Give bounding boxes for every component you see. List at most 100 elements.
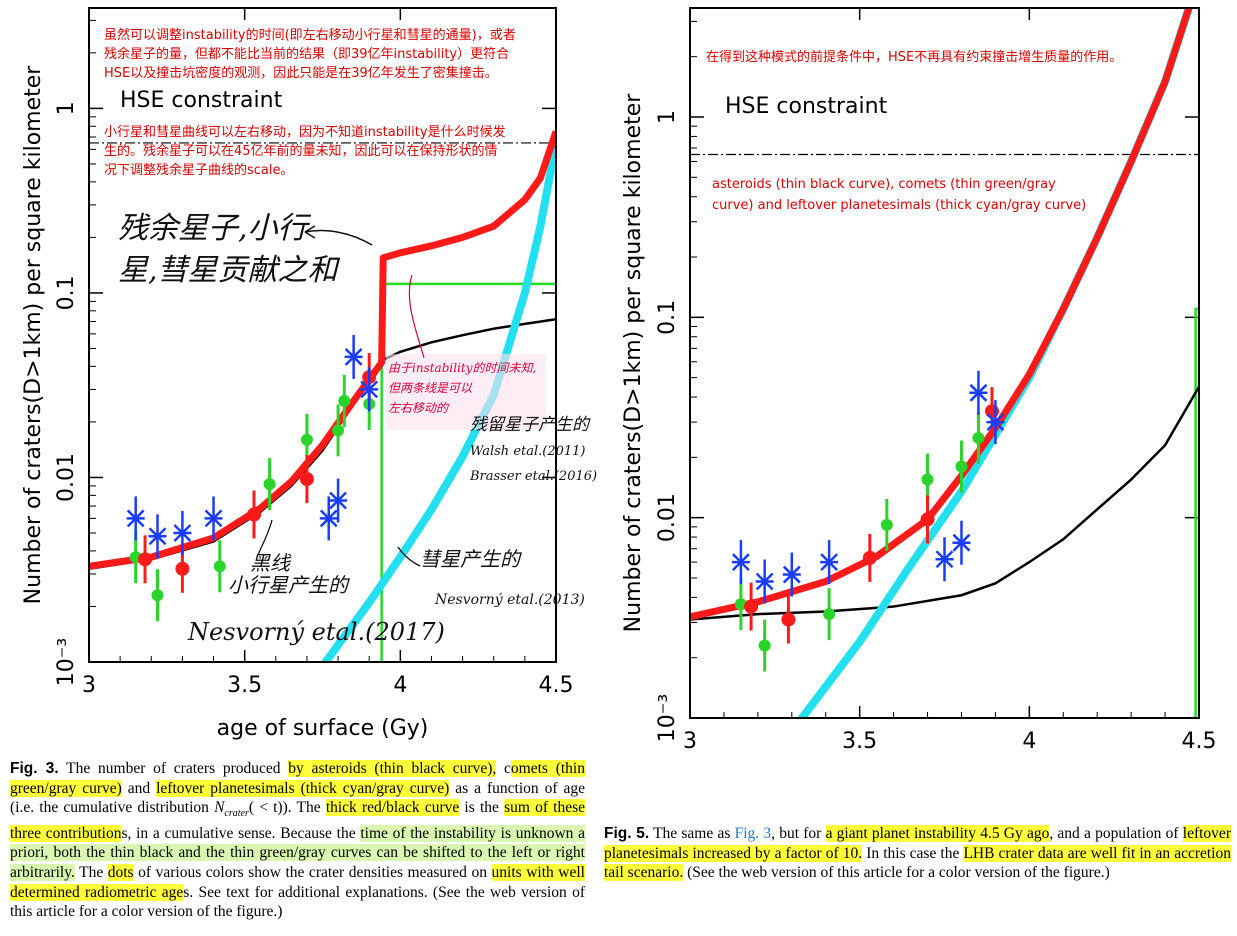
handwritten-asteroid-note: Nesvorný etal.(2017)	[187, 618, 445, 646]
red-dot	[299, 472, 314, 487]
caption-text: The number of craters produced	[58, 760, 289, 777]
fig3-caption-label: Fig. 3.	[10, 760, 59, 777]
annotation-top-line: HSE以及撞击坑密度的观测，因此只能是在39亿年发生了密集撞击。	[104, 65, 498, 81]
green-dot	[823, 608, 836, 621]
caption-highlight: a giant planet instability 4.5 Gy ago	[825, 825, 1050, 842]
asteroids-curve	[690, 386, 1199, 621]
caption-text: (See the web version of this article for…	[683, 864, 1110, 882]
handwritten-arrowhead	[304, 225, 316, 239]
red-dot	[920, 512, 935, 527]
caption-highlight: leftover planetesimals (thick cyan/gray …	[156, 779, 450, 797]
green-dot	[338, 394, 351, 407]
caption-text: , but for	[771, 825, 826, 842]
red-dot	[175, 561, 190, 576]
y-tick-label: 0.01	[54, 453, 79, 502]
comets-curve	[1194, 307, 1199, 718]
annotation-top-line: 残余星子的量，但都不能比当前的结果（即39亿年instability）更符合	[104, 46, 509, 62]
x-axis-title: age of surface (Gy)	[217, 716, 429, 741]
green-dot	[213, 560, 226, 573]
x-tick-label: 3	[683, 729, 697, 754]
caption-highlight: by asteroids (thin black curve),	[288, 760, 497, 777]
fig3-link[interactable]: Fig. 3	[734, 825, 772, 842]
handwritten-arrow	[397, 546, 421, 567]
handwritten-red-arrow	[408, 274, 425, 359]
x-tick-label: 3.5	[227, 673, 262, 698]
green-dot	[151, 589, 164, 602]
caption-text: ( < t)). The	[248, 799, 326, 817]
handwritten-arrow	[304, 229, 373, 246]
handwritten-asteroid-note: 小行星产生的	[228, 573, 350, 597]
plot-frame	[689, 7, 1200, 719]
caption-highlight: thick red/black curve	[325, 799, 460, 817]
y-tick-label: 10⁻³	[655, 694, 680, 742]
curves-group	[89, 130, 556, 662]
x-tick-label: 4	[393, 673, 407, 698]
green-dot	[332, 424, 345, 437]
handwritten-asteroid-note: 黑线	[250, 551, 292, 575]
green-dot	[734, 598, 747, 611]
fig3-caption: Fig. 3. The number of craters produced b…	[10, 759, 586, 922]
annotation-top-line: 在得到这种模式的前提条件中，HSE不再具有约束撞击增生质量的作用。	[706, 49, 1122, 65]
handwritten-leftover-note: Brasser etal.(2016)	[469, 469, 597, 484]
fig5-caption: Fig. 5. The same as Fig. 3, but for a gi…	[604, 824, 1231, 883]
green-dot	[300, 433, 313, 446]
caption-highlight: dots	[107, 864, 134, 882]
handwritten-arrow	[257, 519, 273, 556]
handwritten-shift-note: 左右移动的	[388, 401, 450, 415]
annotation-top-line: 虽然可以调整instability的时间(即左右移动小行星和彗星的通量)，或者	[104, 27, 516, 43]
caption-text: of various colors show the crater densit…	[133, 864, 492, 882]
caption-text: s. See text for additional explanations.…	[10, 883, 585, 921]
red-dot	[985, 404, 1000, 419]
y-tick-label: 10⁻³	[54, 638, 79, 686]
green-dot	[955, 460, 968, 473]
caption-text: The	[74, 864, 108, 882]
sum-curve	[89, 130, 556, 570]
hse-constraint-label: HSE constraint	[120, 88, 283, 113]
annotation-legend-line: asteroids (thin black curve), comets (th…	[712, 177, 1056, 192]
handwritten-sum-note: 星,彗星贡献之和	[118, 253, 341, 288]
y-tick-label: 0.1	[54, 275, 79, 310]
caption-text: c	[496, 760, 511, 777]
fig5-caption-label: Fig. 5.	[604, 825, 650, 842]
hse-constraint-label: HSE constraint	[725, 94, 888, 119]
red-dot	[781, 612, 796, 627]
caption-text: s, in a cumulative sense. Because the	[121, 824, 361, 842]
green-dot	[263, 478, 276, 491]
y-tick-label: 1	[54, 101, 79, 115]
caption-text: The same as	[649, 825, 735, 842]
caption-text: as a function of age (i.e. the cumulativ…	[10, 779, 585, 817]
caption-text: , and a population of	[1049, 825, 1183, 842]
caption-text: and	[121, 779, 157, 797]
x-tick-label: 4.5	[539, 673, 574, 698]
handwritten-comet-note: 彗星产生的	[420, 547, 522, 571]
ncrater-subscript: crater	[224, 808, 249, 820]
annotation-middle-line: 小行星和彗星曲线可以左右移动，因为不知道instability是什么时候发	[104, 124, 506, 140]
annotation-middle-line: 生的。残余星子可以在45亿年前的量未知，因此可以在保持形状的情	[104, 143, 498, 159]
y-axis-title: Number of craters(D>1km) per square kilo…	[621, 93, 646, 633]
handwritten-leftover-note: Walsh etal.(2011)	[470, 444, 586, 459]
red-dot	[247, 507, 262, 522]
handwritten-leftover-note: 残留星子产生的	[470, 415, 591, 435]
red-dot	[138, 552, 153, 567]
handwritten-shift-note: 但两条线是可以	[388, 381, 473, 395]
figure-canvas: 3 3.5 4 4.5 10⁻³ 0.01 0.1 1 age of surface (Gy) N…	[21, 7, 1217, 754]
caption-text: is the	[459, 799, 505, 817]
plot-frame	[88, 7, 557, 663]
ncrater-symbol: N	[214, 799, 225, 817]
handwritten-sum-note: 残余星子,小行	[118, 211, 312, 246]
x-tick-label: 3.5	[842, 729, 877, 754]
green-dot	[880, 518, 893, 531]
x-tick-label: 4.5	[1182, 729, 1217, 754]
annotation-legend-line: curve) and leftover planetesimals (thick…	[712, 198, 1086, 213]
y-tick-label: 0.1	[655, 300, 680, 335]
y-tick-label: 1	[655, 110, 680, 124]
red-dot	[862, 550, 877, 565]
y-axis-title: Number of craters(D>1km) per square kilo…	[21, 65, 46, 605]
green-dot	[972, 431, 985, 444]
x-tick-label: 4	[1022, 729, 1036, 754]
annotation-middle-line: 况下调整残余星子曲线的scale。	[104, 162, 294, 178]
handwritten-comet-note: Nesvorný etal.(2013)	[434, 591, 585, 608]
handwritten-highlight-box	[386, 354, 546, 430]
handwritten-shift-note: 由于instability的时间未知,	[388, 361, 536, 375]
